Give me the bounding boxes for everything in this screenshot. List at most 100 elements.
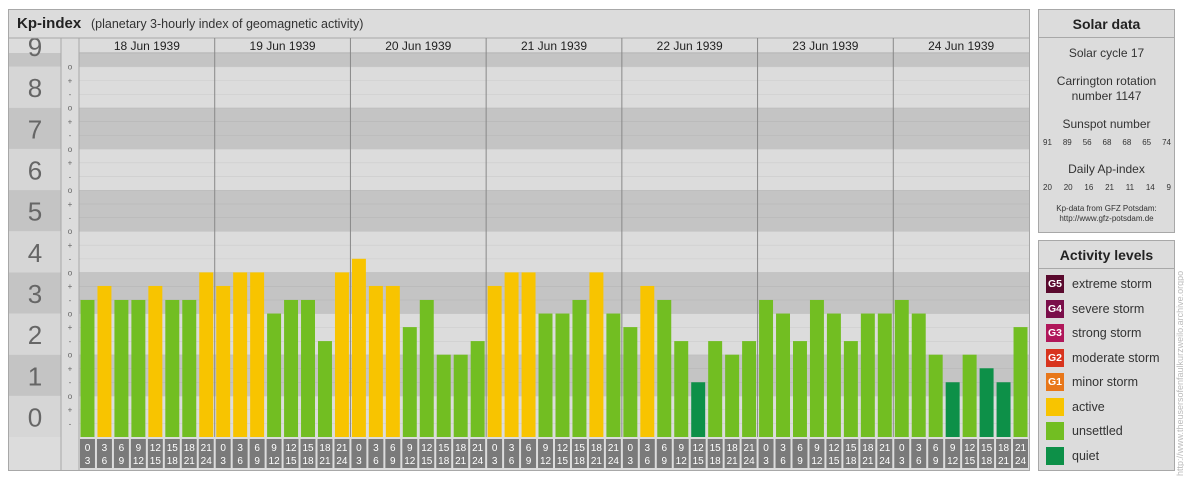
interval-cell — [860, 439, 876, 468]
kp-bar — [657, 299, 672, 437]
kp-bar — [674, 341, 689, 437]
interval-start-label: 9 — [271, 443, 277, 454]
carrington-line2: number 1147 — [1071, 89, 1142, 103]
interval-start-label: 18 — [591, 443, 603, 454]
interval-start-label: 9 — [950, 443, 956, 454]
grid-band — [79, 244, 1029, 259]
source-link[interactable]: http://www.gfz-potsdam.de — [1059, 214, 1154, 223]
interval-cell — [707, 439, 723, 468]
interval-end-label: 15 — [285, 456, 297, 467]
interval-start-label: 18 — [184, 443, 196, 454]
solar-title-divider — [1039, 37, 1174, 38]
interval-end-label: 21 — [455, 456, 467, 467]
kp-bar — [945, 382, 960, 437]
kp-bar — [589, 272, 604, 437]
y-tick-label: 1 — [28, 361, 42, 391]
interval-cell — [741, 439, 757, 468]
sunspot-value: 74 — [1162, 138, 1171, 147]
sunspot-value: 68 — [1102, 138, 1112, 147]
interval-start-label: 0 — [356, 443, 362, 454]
interval-start-label: 21 — [879, 443, 891, 454]
source-line1: Kp-data from GFZ Potsdam: — [1056, 204, 1157, 213]
interval-start-label: 6 — [119, 443, 125, 454]
legend-swatch — [1046, 446, 1064, 465]
grid-band — [79, 286, 1029, 300]
y-minor-mark: o — [68, 63, 73, 72]
interval-cell — [724, 439, 740, 468]
legend-swatch: G3 — [1046, 324, 1064, 342]
legend-item-quiet: quiet — [1046, 446, 1099, 466]
kp-bar — [182, 299, 197, 437]
kp-bar — [351, 258, 366, 437]
interval-end-label: 21 — [998, 456, 1010, 467]
grid-band — [79, 203, 1029, 218]
sunspot-value: 65 — [1142, 138, 1152, 147]
kp-bar — [470, 341, 485, 437]
y-axis-band — [9, 53, 61, 67]
interval-start-label: 6 — [661, 443, 667, 454]
interval-end-label: 15 — [828, 456, 840, 467]
sunspot-label: Sunspot number — [1062, 117, 1151, 131]
interval-end-label: 12 — [811, 456, 823, 467]
interval-end-label: 6 — [373, 456, 379, 467]
ap-value: 9 — [1166, 183, 1171, 192]
interval-cell — [113, 439, 129, 468]
y-tick-label: 6 — [28, 155, 42, 185]
kp-bar — [776, 313, 790, 437]
interval-start-label: 0 — [628, 443, 634, 454]
interval-end-label: 12 — [947, 456, 959, 467]
interval-cell — [266, 439, 282, 468]
kp-bar — [860, 313, 875, 437]
y-minor-mark: - — [69, 337, 72, 346]
interval-start-label: 12 — [557, 443, 569, 454]
y-tick-label: 0 — [28, 402, 42, 432]
interval-end-label: 24 — [879, 456, 891, 467]
y-axis-band — [9, 272, 61, 314]
y-minor-mark: - — [69, 131, 72, 140]
kp-bar — [708, 341, 723, 437]
interval-end-label: 6 — [102, 456, 108, 467]
interval-start-label: 12 — [421, 443, 433, 454]
legend-item-severe-storm: G4 severe storm — [1046, 299, 1144, 319]
interval-cell — [809, 439, 825, 468]
interval-end-label: 18 — [167, 456, 179, 467]
interval-start-label: 21 — [608, 443, 620, 454]
kp-bar — [436, 354, 451, 437]
grid-band — [79, 148, 1029, 163]
grid-band — [79, 94, 1029, 108]
grid-band — [79, 66, 1029, 81]
grid-band — [79, 190, 1029, 204]
grid-band — [79, 340, 1029, 355]
interval-end-label: 12 — [540, 456, 552, 467]
activity-title: Activity levels — [1059, 247, 1154, 263]
interval-cell — [334, 439, 350, 468]
interval-cell — [877, 439, 893, 468]
interval-cell — [571, 439, 587, 468]
interval-start-label: 6 — [390, 443, 396, 454]
kp-bar — [725, 354, 740, 437]
kp-bar — [97, 285, 112, 437]
grid-band — [79, 368, 1029, 383]
y-axis-band — [9, 395, 61, 437]
y-minor-mark: - — [69, 213, 72, 222]
legend-item-minor-storm: G1 minor storm — [1046, 372, 1138, 392]
interval-cell — [249, 439, 265, 468]
y-axis-band — [9, 231, 61, 273]
interval-cell — [470, 439, 486, 468]
solar-cycle: Solar cycle 17 — [1068, 46, 1145, 60]
legend-label: quiet — [1072, 448, 1100, 463]
interval-start-label: 12 — [285, 443, 297, 454]
interval-end-label: 12 — [676, 456, 688, 467]
interval-cell — [622, 439, 638, 468]
interval-end-label: 3 — [220, 456, 226, 467]
interval-end-label: 9 — [797, 456, 803, 467]
sunspot-numbers: 91 89 56 68 68 65 74 — [1043, 138, 1171, 147]
interval-end-label: 9 — [526, 456, 532, 467]
interval-cell — [80, 439, 95, 468]
day-label: 23 Jun 1939 — [792, 39, 858, 53]
interval-start-label: 12 — [828, 443, 840, 454]
interval-start-label: 18 — [998, 443, 1010, 454]
y-tick-label: 2 — [28, 320, 42, 350]
interval-end-label: 12 — [404, 456, 416, 467]
kp-bar — [623, 327, 638, 437]
